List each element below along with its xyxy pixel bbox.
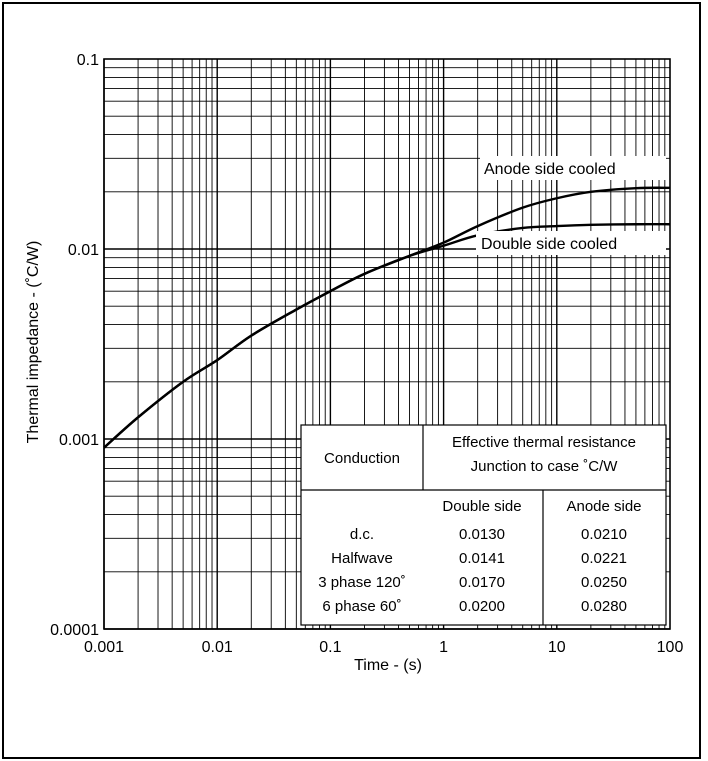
anode-side-cooled-line — [103, 186, 671, 449]
y-tick-label: 0.001 — [59, 432, 99, 449]
x-tick-labels: 0.001 0.01 0.1 1 10 100 — [84, 639, 683, 656]
table-row-anode: 0.0221 — [581, 550, 627, 567]
table-header-conduction: Conduction — [324, 450, 400, 467]
y-tick-label: 0.1 — [77, 52, 99, 69]
table-row-double: 0.0200 — [459, 598, 505, 615]
y-tick-labels: 0.0001 0.001 0.01 0.1 — [50, 52, 99, 639]
x-tick-label: 0.1 — [319, 639, 341, 656]
resistance-table: Conduction Effective thermal resistance … — [300, 424, 667, 626]
y-tick-label: 0.01 — [68, 242, 99, 259]
table-row-anode: 0.0210 — [581, 526, 627, 543]
x-tick-label: 1 — [439, 639, 448, 656]
table-row-anode: 0.0250 — [581, 574, 627, 591]
table-row-conduction: 6 phase 60˚ — [322, 598, 401, 615]
table-row-double: 0.0170 — [459, 574, 505, 591]
anode-label-bg — [480, 156, 666, 180]
table-row-conduction: 3 phase 120˚ — [318, 574, 406, 591]
x-tick-label: 0.01 — [202, 639, 233, 656]
x-tick-label: 10 — [548, 639, 566, 656]
double-side-cooled-label: Double side cooled — [481, 236, 617, 253]
plot-area-border — [103, 58, 671, 630]
double-side-cooled-line — [103, 222, 671, 449]
table-row-double: 0.0141 — [459, 550, 505, 567]
y-tick-label: 0.0001 — [50, 622, 99, 639]
table-col-anode: Anode side — [566, 498, 641, 515]
table-row-double: 0.0130 — [459, 526, 505, 543]
x-axis-title: Time - (s) — [354, 657, 422, 674]
x-tick-label: 0.001 — [84, 639, 124, 656]
table-row-anode: 0.0280 — [581, 598, 627, 615]
x-tick-label: 100 — [657, 639, 684, 656]
table-row-conduction: d.c. — [350, 526, 374, 543]
y-axis-title: Thermal impedance - (˚C/W) — [25, 241, 42, 444]
grid — [103, 58, 671, 630]
double-label-bg — [476, 231, 666, 255]
anode-side-cooled-label: Anode side cooled — [484, 161, 616, 178]
table-col-double: Double side — [442, 498, 521, 515]
table-row-conduction: Halfwave — [331, 550, 393, 567]
table-background — [300, 424, 667, 626]
series-lines — [103, 186, 671, 449]
table-header-resistance-line1: Effective thermal resistance — [452, 434, 636, 451]
table-header-resistance-line2: Junction to case ˚C/W — [471, 458, 619, 475]
